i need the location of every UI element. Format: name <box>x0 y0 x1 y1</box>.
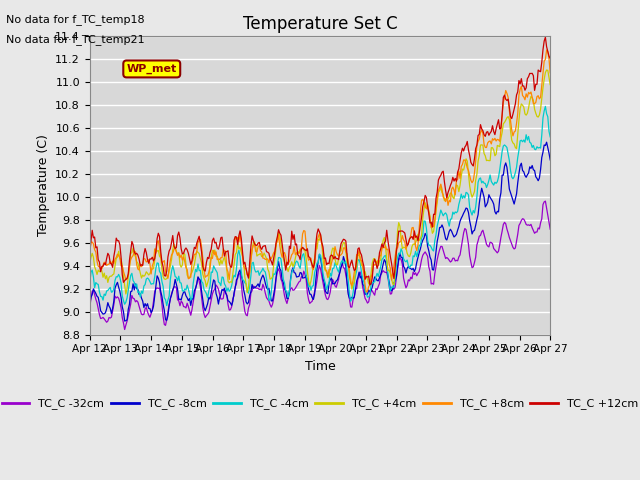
Text: No data for f_TC_temp18: No data for f_TC_temp18 <box>6 14 145 25</box>
Text: No data for f_TC_temp21: No data for f_TC_temp21 <box>6 34 145 45</box>
Y-axis label: Temperature (C): Temperature (C) <box>36 134 50 236</box>
Legend: TC_C -32cm, TC_C -8cm, TC_C -4cm, TC_C +4cm, TC_C +8cm, TC_C +12cm: TC_C -32cm, TC_C -8cm, TC_C -4cm, TC_C +… <box>0 394 640 414</box>
Title: Temperature Set C: Temperature Set C <box>243 15 397 33</box>
X-axis label: Time: Time <box>305 360 335 373</box>
Text: WP_met: WP_met <box>127 64 177 74</box>
